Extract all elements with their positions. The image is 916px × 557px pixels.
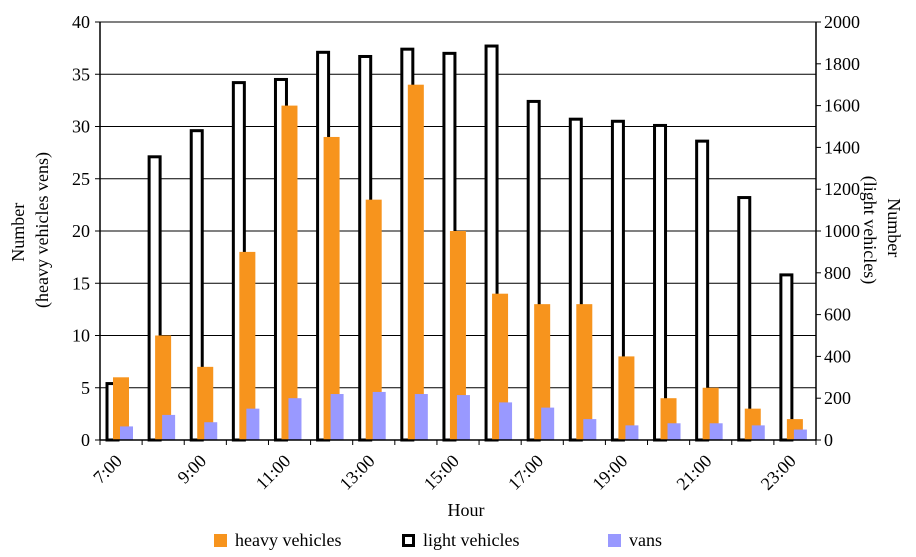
y-axis-label-left-line1: Number — [8, 203, 28, 262]
bar-vans — [793, 429, 807, 440]
bar-heavy-vehicles — [281, 105, 298, 440]
y-tick-label-left: 30 — [72, 117, 90, 137]
x-tick-label: 7:00 — [89, 451, 126, 488]
legend-swatch-light-vehicles — [402, 534, 415, 547]
bar-vans — [667, 423, 681, 440]
bar-vans — [372, 391, 386, 440]
bar-vans — [751, 425, 765, 440]
x-tick-label: 19:00 — [588, 451, 631, 494]
legend-swatch-vans — [608, 534, 621, 547]
legend-label-light-vehicles: light vehicles — [423, 530, 520, 550]
x-axis-label: Hour — [448, 500, 485, 520]
y-tick-label-right: 600 — [824, 305, 851, 325]
y-tick-label-right: 1600 — [824, 96, 860, 116]
bar-vans — [204, 422, 218, 440]
x-tick-label: 17:00 — [504, 451, 547, 494]
legend-item-heavy-vehicles: heavy vehicles — [214, 530, 341, 551]
bar-vans — [162, 414, 176, 440]
x-tick-label: 9:00 — [173, 451, 210, 488]
bar-vans — [414, 394, 428, 440]
y-tick-label-left: 15 — [72, 273, 90, 293]
bar-heavy-vehicles — [407, 84, 424, 440]
x-tick-label: 23:00 — [757, 451, 800, 494]
x-tick-label: 11:00 — [252, 451, 295, 494]
legend-label-vans: vans — [629, 530, 662, 550]
bar-vans — [583, 419, 597, 440]
bar-vans — [499, 402, 513, 440]
bar-heavy-vehicles — [113, 377, 129, 440]
bar-heavy-vehicles — [239, 251, 256, 440]
y-tick-label-left: 0 — [81, 430, 90, 450]
y-tick-label-right: 200 — [824, 388, 851, 408]
x-tick-label: 15:00 — [420, 451, 463, 494]
y-tick-label-right: 400 — [824, 346, 851, 366]
bar-light-vehicles — [653, 123, 668, 442]
y-axis-label-right-line2: (light vehicles) — [859, 176, 880, 284]
bar-heavy-vehicles — [197, 366, 214, 440]
bars — [105, 44, 807, 442]
legend-label-heavy-vehicles: heavy vehicles — [235, 530, 342, 550]
y-tick-label-left: 20 — [72, 221, 90, 241]
y-axis-label-left: Number (heavy vehicles vens) — [8, 152, 53, 308]
y-tick-label-left: 40 — [72, 12, 90, 32]
bar-heavy-vehicles — [365, 199, 382, 440]
x-tick-label: 21:00 — [672, 451, 715, 494]
y-tick-label-right: 1200 — [824, 179, 860, 199]
y-tick-label-left: 35 — [72, 64, 90, 84]
bar-light-vehicles — [779, 273, 794, 442]
y-tick-label-right: 1800 — [824, 54, 860, 74]
bar-vans — [456, 395, 470, 440]
bar-vans — [246, 408, 260, 440]
bar-heavy-vehicles — [323, 136, 340, 440]
y-axis-label-left-line2: (heavy vehicles vens) — [32, 152, 53, 308]
bar-vans — [625, 425, 639, 440]
x-tick-label: 13:00 — [336, 451, 379, 494]
y-axis-label-right-line1: Number — [884, 198, 904, 257]
y-tick-label-right: 800 — [824, 263, 851, 283]
axes — [95, 21, 821, 445]
chart: 0510152025303540020040060080010001200140… — [8, 12, 904, 520]
bar-vans — [120, 426, 133, 440]
y-tick-label-left: 25 — [72, 169, 90, 189]
legend-item-light-vehicles: light vehicles — [402, 530, 519, 551]
y-tick-label-left: 5 — [81, 378, 90, 398]
bar-heavy-vehicles — [618, 356, 635, 440]
bar-vans — [709, 423, 723, 440]
bar-heavy-vehicles — [534, 304, 551, 440]
y-tick-label-right: 1400 — [824, 137, 860, 157]
bar-heavy-vehicles — [576, 304, 593, 440]
bar-vans — [288, 398, 302, 440]
y-tick-label-right: 0 — [824, 430, 833, 450]
bar-heavy-vehicles — [155, 335, 172, 440]
y-tick-label-right: 1000 — [824, 221, 860, 241]
legend-item-vans: vans — [608, 530, 662, 551]
y-axis-label-right: Number (light vehicles) — [859, 176, 904, 284]
y-tick-label-right: 2000 — [824, 12, 860, 32]
legend-swatch-heavy-vehicles — [214, 534, 227, 547]
bar-vans — [541, 407, 555, 440]
bar-heavy-vehicles — [449, 231, 466, 440]
y-tick-label-left: 10 — [72, 326, 90, 346]
bar-vans — [330, 394, 344, 440]
legend: heavy vehicles light vehicles vans — [0, 530, 916, 556]
bar-light-vehicles — [737, 196, 752, 442]
